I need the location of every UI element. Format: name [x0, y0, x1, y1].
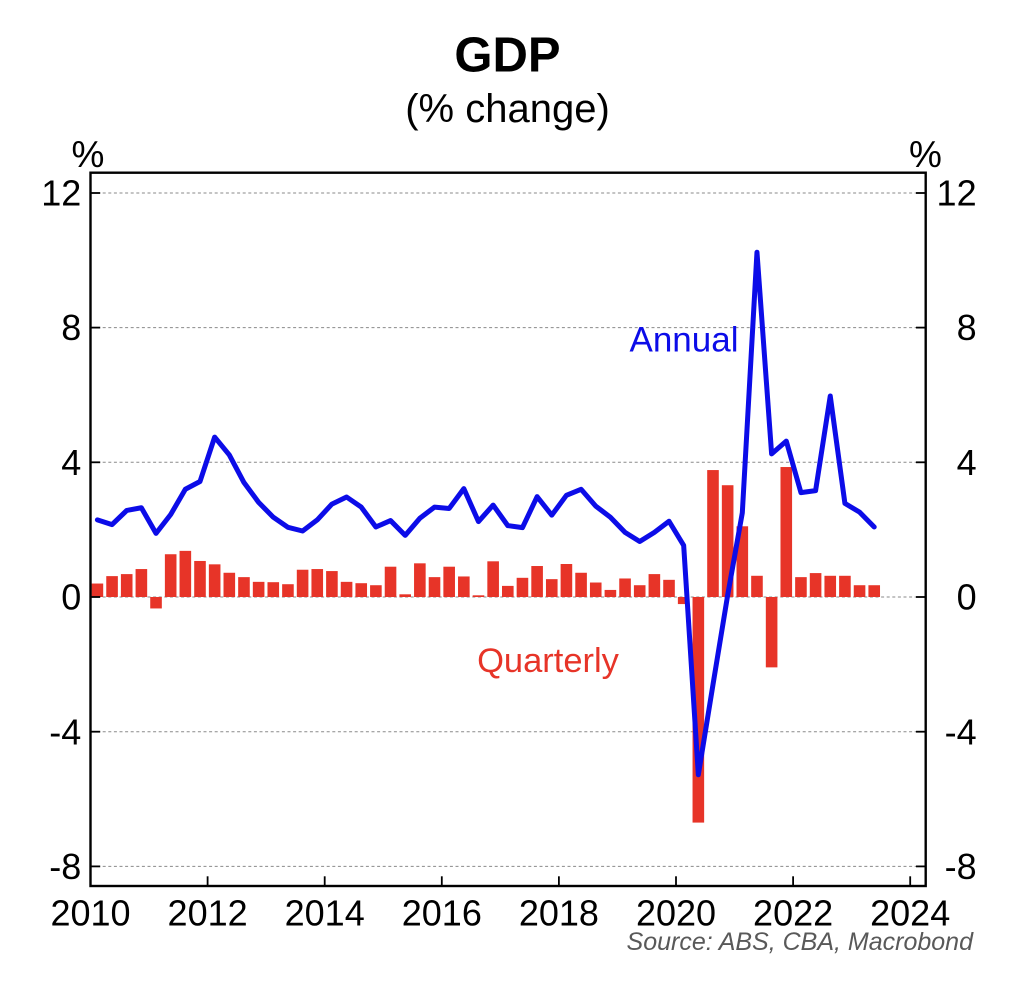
svg-text:%: % [72, 134, 105, 175]
svg-text:(% change): (% change) [405, 87, 610, 131]
svg-text:%: % [909, 134, 942, 175]
svg-text:2018: 2018 [519, 893, 599, 934]
svg-text:4: 4 [957, 442, 977, 483]
svg-text:Quarterly: Quarterly [477, 642, 620, 680]
svg-text:Source: ABS, CBA, Macrobond: Source: ABS, CBA, Macrobond [627, 928, 975, 956]
svg-text:2020: 2020 [636, 893, 716, 934]
svg-text:-4: -4 [49, 711, 81, 752]
svg-text:2012: 2012 [168, 893, 248, 934]
svg-text:12: 12 [41, 173, 81, 214]
svg-text:2022: 2022 [753, 893, 833, 934]
svg-text:Annual: Annual [630, 321, 739, 360]
svg-text:-4: -4 [945, 711, 977, 752]
svg-text:GDP: GDP [454, 29, 560, 83]
svg-text:0: 0 [61, 577, 81, 618]
svg-text:2014: 2014 [285, 893, 365, 934]
svg-text:0: 0 [957, 577, 977, 618]
svg-text:-8: -8 [945, 846, 977, 887]
svg-text:2010: 2010 [50, 893, 130, 934]
svg-text:8: 8 [957, 307, 977, 348]
svg-text:2016: 2016 [402, 893, 482, 934]
svg-text:8: 8 [61, 307, 81, 348]
svg-text:2024: 2024 [870, 893, 950, 934]
svg-text:4: 4 [61, 442, 81, 483]
svg-text:-8: -8 [49, 846, 81, 887]
svg-text:12: 12 [937, 173, 977, 214]
